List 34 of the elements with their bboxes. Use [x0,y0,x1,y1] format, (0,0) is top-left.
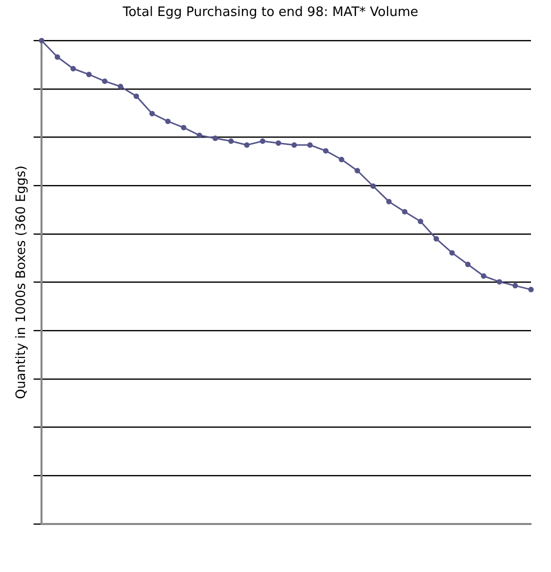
point [480,273,486,279]
point [354,168,360,174]
point [528,286,534,292]
point [402,208,408,214]
point [134,93,140,99]
point [291,142,297,148]
point [449,250,455,256]
y-axis-title: Quantity in 1000s Boxes (360 Eggs) [14,166,30,400]
point [102,78,108,84]
point [38,38,44,44]
point [434,236,440,242]
point [260,138,266,144]
point [276,140,282,146]
point [228,138,234,144]
point [149,110,155,116]
point [338,156,344,162]
point [323,148,329,154]
point [212,135,218,141]
point [118,84,124,90]
point [54,54,60,60]
point [418,218,424,224]
point [196,132,202,138]
chart-title: Total Egg Purchasing to end 98: MAT* Volume [122,5,418,20]
point [386,198,392,204]
point [512,282,518,288]
point [496,279,502,285]
point [370,183,376,189]
point [70,66,76,72]
point [86,72,92,78]
point [165,118,171,124]
point [244,142,250,148]
point [465,262,471,268]
point [180,124,186,130]
point [307,142,313,148]
